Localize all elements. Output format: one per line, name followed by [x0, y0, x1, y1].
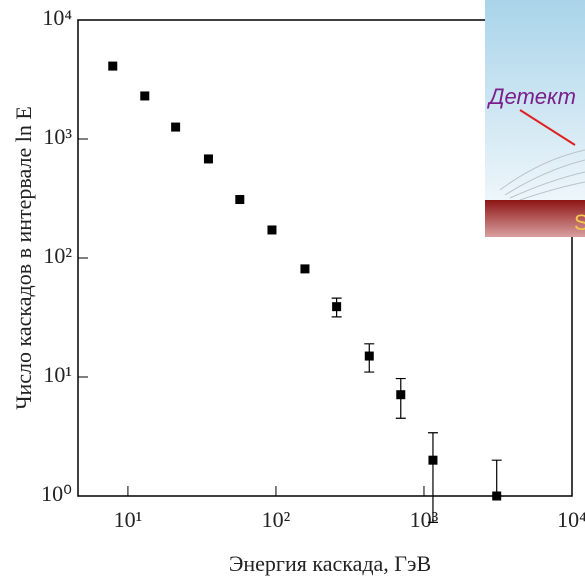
x-axis-label: Энергия каскада, ГэВ [229, 551, 431, 576]
y-axis-label: Число каскадов в интервале ln E [11, 106, 36, 410]
point [235, 195, 245, 205]
x-tick-label: 10³ [410, 507, 439, 532]
y-tick-label: 10⁰ [41, 481, 72, 506]
point [108, 61, 118, 71]
x-tick-label: 10¹ [114, 507, 143, 532]
y-tick-label: 10⁴ [42, 5, 72, 30]
point [396, 390, 406, 400]
point [364, 351, 374, 361]
point [203, 154, 213, 164]
error-bar [491, 459, 502, 497]
point [428, 455, 438, 465]
point [140, 91, 150, 101]
point [492, 491, 502, 501]
x-tick-label: 10⁴ [557, 507, 585, 532]
point [332, 302, 342, 312]
y-tick-label: 10³ [43, 124, 72, 149]
point [300, 264, 310, 274]
error-bar [427, 432, 438, 523]
plot-frame [77, 19, 573, 497]
y-tick-label: 10¹ [43, 362, 72, 387]
point [267, 225, 277, 235]
point [171, 122, 181, 132]
x-tick-label: 10² [262, 507, 291, 532]
y-tick-label: 10² [43, 243, 72, 268]
